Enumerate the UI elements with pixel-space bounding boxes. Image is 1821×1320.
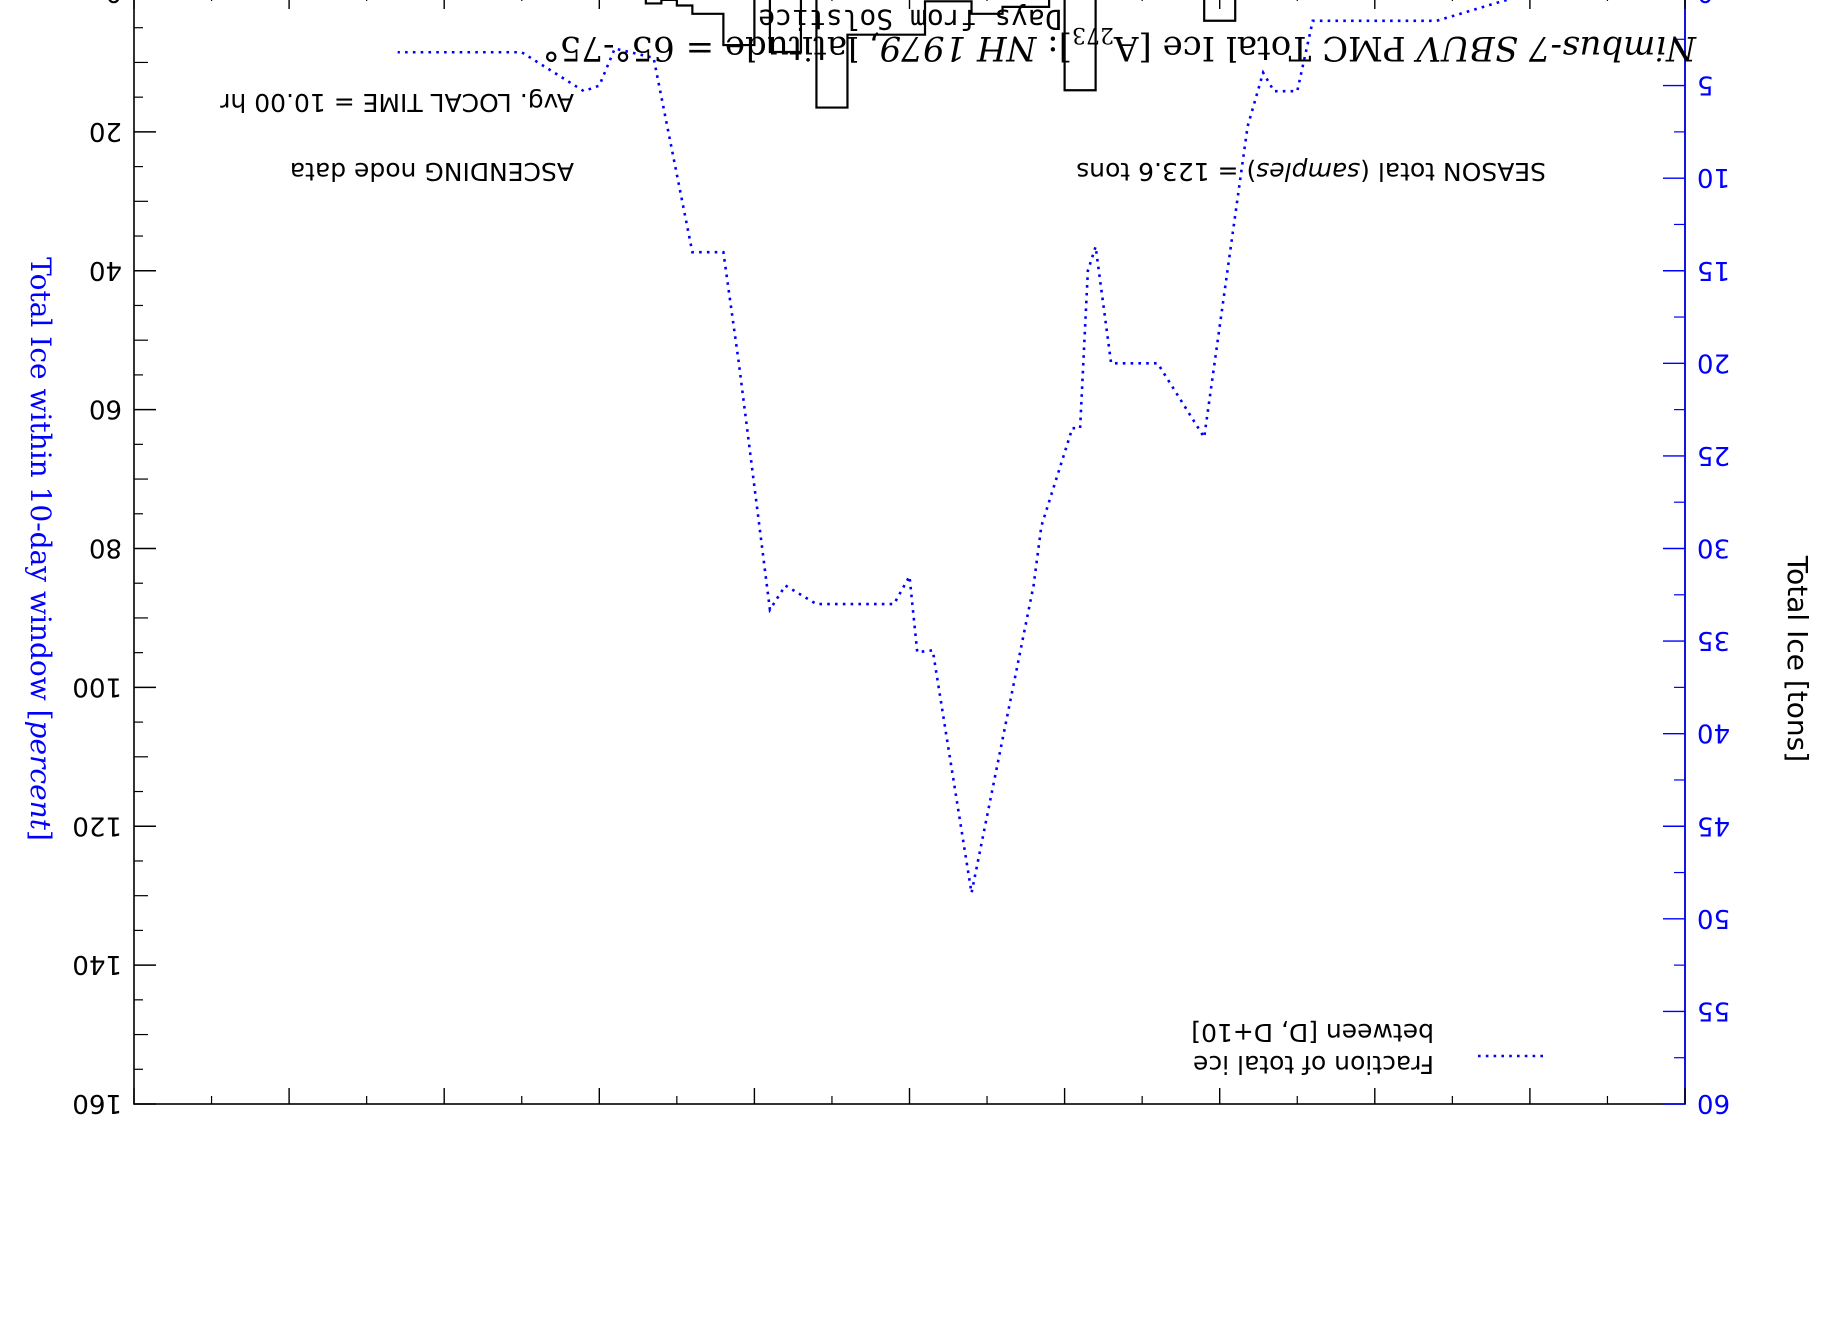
left-tick-label: 55 bbox=[1697, 995, 1730, 1025]
title-season: NH 1979 bbox=[880, 28, 1038, 68]
left-axis-title-main: Total Ice within 10-day window [ bbox=[24, 257, 57, 720]
left-tick-label: 25 bbox=[1697, 440, 1730, 470]
left-axis-title-unit: percent bbox=[24, 721, 57, 831]
right-tick-label: 140 bbox=[72, 949, 122, 979]
right-tick-label: 0 bbox=[105, 0, 122, 7]
legend-label-line1: Fraction of total ice bbox=[1193, 1050, 1434, 1079]
annotation-local-time: Avg. LOCAL TIME = 10.00 hr bbox=[219, 88, 574, 117]
series-layer bbox=[397, 0, 1511, 894]
x-axis-title: Days from Solstice bbox=[758, 3, 1061, 36]
annotation-season-total: SEASON total (samples) = 123.6 tons bbox=[1076, 157, 1546, 186]
left-tick-label: 50 bbox=[1697, 903, 1730, 933]
left-tick-label: 45 bbox=[1697, 810, 1730, 840]
season-total-samples: samples bbox=[1256, 157, 1360, 186]
left-tick-label: 10 bbox=[1697, 162, 1730, 192]
legend: Fraction of total ice between [D, D+10] bbox=[1191, 1018, 1543, 1079]
right-tick-label: 20 bbox=[89, 116, 122, 146]
series-fraction-dotted-line bbox=[397, 0, 1511, 894]
title-suffix: , latitude = 65°-75° bbox=[543, 28, 880, 68]
chart-title: Nimbus-7 SBUV PMC Total Ice [A273]: NH 1… bbox=[543, 22, 1697, 68]
left-tick-label: 35 bbox=[1697, 625, 1730, 655]
title-prefix: Nimbus-7 SBUV bbox=[1413, 28, 1697, 68]
left-axis-title-close: ] bbox=[24, 830, 57, 841]
title-middle: PMC Total Ice [A bbox=[1114, 28, 1417, 68]
season-total-prefix: SEASON total ( bbox=[1360, 157, 1546, 186]
season-total-suffix: ) = 123.6 tons bbox=[1076, 157, 1256, 186]
tick-labels-layer: -30-20-100102030405060700510152025303540… bbox=[72, 0, 1730, 1118]
title-subscript: 273 bbox=[1072, 22, 1114, 47]
annotation-node: ASCENDING node data bbox=[290, 157, 574, 186]
right-tick-label: 60 bbox=[89, 394, 122, 424]
chart-rotated-group: -30-20-100102030405060700510152025303540… bbox=[24, 0, 1814, 1118]
series-histogram-total-ice bbox=[644, 0, 1237, 109]
left-axis-title: Total Ice within 10-day window [percent] bbox=[24, 257, 57, 841]
left-tick-label: 20 bbox=[1697, 347, 1730, 377]
left-tick-label: 40 bbox=[1697, 718, 1730, 748]
right-axis-title: Total Ice [tons] bbox=[1781, 555, 1814, 762]
left-tick-label: 0 bbox=[1697, 0, 1714, 7]
left-tick-label: 15 bbox=[1697, 255, 1730, 285]
left-tick-label: 5 bbox=[1697, 70, 1714, 100]
right-tick-label: 80 bbox=[89, 533, 122, 563]
left-tick-label: 60 bbox=[1697, 1088, 1730, 1118]
title-after-sub: ]: bbox=[1036, 28, 1072, 68]
left-tick-label: 30 bbox=[1697, 533, 1730, 563]
right-tick-label: 120 bbox=[72, 810, 122, 840]
right-tick-label: 100 bbox=[72, 671, 122, 701]
legend-label-line2: between [D, D+10] bbox=[1191, 1018, 1434, 1047]
right-tick-label: 160 bbox=[72, 1088, 122, 1118]
right-tick-label: 40 bbox=[89, 255, 122, 285]
